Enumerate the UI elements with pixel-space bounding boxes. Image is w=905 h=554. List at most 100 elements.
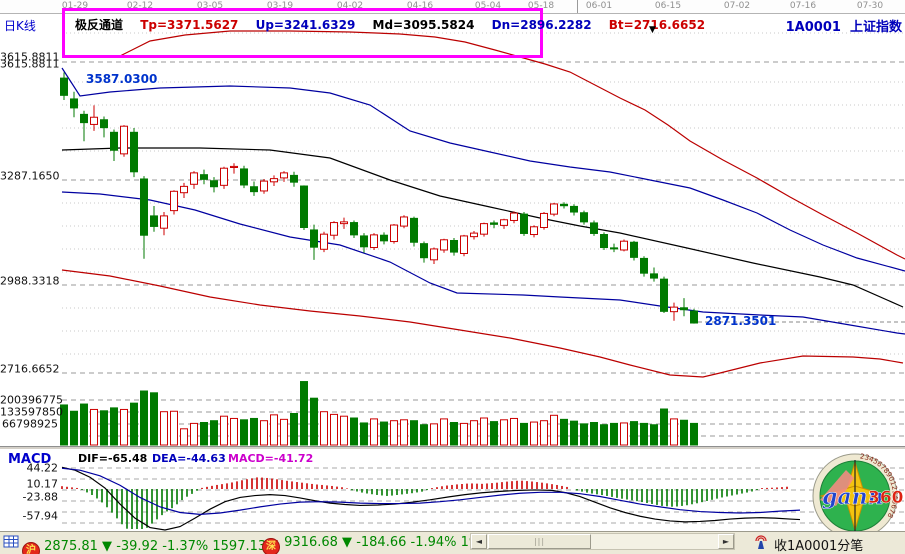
candle-body bbox=[510, 212, 518, 221]
price-tick-label: 2988.3318 bbox=[0, 274, 60, 288]
channel-md-line bbox=[61, 147, 904, 308]
volume-bar bbox=[500, 419, 508, 446]
candle-body bbox=[400, 216, 408, 227]
channel-tp-line bbox=[117, 30, 905, 260]
volume-bar bbox=[390, 420, 398, 446]
volume-bar bbox=[270, 414, 278, 446]
macd-tick-label: 44.22 bbox=[26, 461, 59, 475]
volume-bar bbox=[360, 422, 368, 446]
volume-bar bbox=[550, 414, 558, 446]
volume-bar bbox=[510, 417, 518, 446]
candle-body bbox=[340, 221, 348, 225]
data-grid-button[interactable] bbox=[3, 534, 20, 554]
scroll-right-button[interactable]: ► bbox=[718, 534, 734, 549]
feed-status bbox=[752, 534, 770, 554]
macd-dea-line bbox=[61, 467, 801, 515]
chart-marker-icon: ▼ bbox=[649, 25, 656, 35]
candle-body bbox=[430, 248, 438, 261]
candle-body bbox=[520, 213, 528, 234]
volume-bar bbox=[320, 411, 328, 446]
candle-body bbox=[670, 306, 678, 313]
volume-bar bbox=[80, 403, 88, 446]
sz-pct: -1.94% bbox=[410, 535, 457, 550]
candle-body bbox=[190, 172, 198, 185]
candle-body bbox=[410, 217, 418, 243]
candle-body bbox=[610, 247, 618, 250]
horizontal-scrollbar[interactable]: ◄ ||| ► bbox=[470, 533, 735, 550]
volume-bar bbox=[240, 419, 248, 446]
volume-bar bbox=[660, 408, 668, 446]
date-tick-label: 01-29 bbox=[61, 1, 89, 11]
grid-icon bbox=[3, 535, 19, 548]
candle-body bbox=[650, 273, 658, 279]
candle-body bbox=[580, 212, 588, 223]
channel-dn-line bbox=[61, 191, 905, 335]
volume-bar bbox=[430, 423, 438, 446]
candle-body bbox=[100, 119, 108, 129]
logo-brand-suffix: 360 bbox=[868, 488, 904, 508]
symbol-name: 上证指数 bbox=[849, 20, 902, 35]
feed-status-text: 收1A0001分笔 bbox=[774, 539, 864, 554]
shanghai-badge-icon: 沪 bbox=[22, 542, 40, 554]
sz-price: 9316.68 bbox=[284, 535, 338, 550]
volume-tick-label: 133597850 bbox=[0, 405, 63, 419]
candle-body bbox=[560, 203, 568, 207]
shanghai-quote[interactable]: 沪 2875.81 ▼ -39.92 -1.37% 1597.13亿 bbox=[22, 535, 279, 554]
volume-bar bbox=[150, 392, 158, 446]
volume-bar bbox=[60, 404, 68, 446]
candle-body bbox=[620, 240, 628, 251]
volume-bar bbox=[90, 408, 98, 446]
volume-bar bbox=[570, 420, 578, 446]
channel-annotation-box: 极反通道 Tp=3371.5627 Up=3241.6329 Md=3095.5… bbox=[62, 8, 705, 58]
candle-body bbox=[110, 131, 118, 151]
high-price-label: 3587.0300 bbox=[86, 72, 158, 86]
candle-body bbox=[70, 98, 78, 109]
candle-body bbox=[170, 190, 178, 212]
channel-md-value: Md=3095.5824 bbox=[372, 18, 475, 32]
volume-bar bbox=[220, 415, 228, 446]
logo-arrow bbox=[820, 470, 854, 506]
price-tick-label: 3615.8811 bbox=[0, 50, 60, 64]
channel-bt-line bbox=[61, 269, 904, 378]
volume-bar bbox=[540, 420, 548, 446]
last-price-label: 2871.3501 bbox=[705, 314, 777, 328]
channel-bt-value: Bt=2716.6652 bbox=[608, 18, 706, 32]
date-tick-label: 07-16 bbox=[789, 1, 817, 11]
price-tick-label: 3287.1650 bbox=[0, 169, 60, 183]
antenna-icon bbox=[755, 535, 767, 549]
candle-body bbox=[250, 186, 258, 193]
macd-dea-value: DEA=-44.63 bbox=[152, 452, 226, 465]
date-tick-label: 04-16 bbox=[406, 1, 434, 11]
date-tick-label: 02-12 bbox=[126, 1, 154, 11]
volume-bar bbox=[530, 421, 538, 446]
volume-bar bbox=[70, 410, 78, 446]
candle-body bbox=[540, 212, 548, 228]
candle-body bbox=[210, 180, 218, 188]
channel-title: 极反通道 bbox=[75, 18, 124, 32]
date-tick-label: 07-30 bbox=[856, 1, 884, 11]
candle-body bbox=[320, 233, 328, 250]
date-axis-divider bbox=[577, 0, 578, 13]
volume-bar bbox=[330, 413, 338, 446]
price-tick-label: 2716.6652 bbox=[0, 362, 60, 376]
macd-pane-label[interactable]: MACD bbox=[8, 452, 52, 467]
candle-body bbox=[90, 116, 98, 125]
channel-dn-value: Dn=2896.2282 bbox=[491, 18, 592, 32]
candle-body bbox=[270, 178, 278, 183]
candle-body bbox=[80, 113, 88, 124]
candle-body bbox=[120, 125, 128, 155]
scroll-left-button[interactable]: ◄ bbox=[471, 534, 487, 549]
volume-bar bbox=[650, 424, 658, 446]
date-tick-label: 06-15 bbox=[654, 1, 682, 11]
scrollbar-thumb[interactable]: ||| bbox=[488, 534, 591, 549]
volume-bar bbox=[400, 419, 408, 446]
candle-body bbox=[60, 77, 68, 96]
candle-body bbox=[330, 222, 338, 236]
volume-bar bbox=[640, 422, 648, 446]
volume-bar bbox=[450, 422, 458, 446]
candle-body bbox=[140, 178, 148, 236]
volume-bar bbox=[180, 428, 188, 446]
volume-bar bbox=[610, 422, 618, 446]
volume-bar bbox=[690, 422, 698, 446]
